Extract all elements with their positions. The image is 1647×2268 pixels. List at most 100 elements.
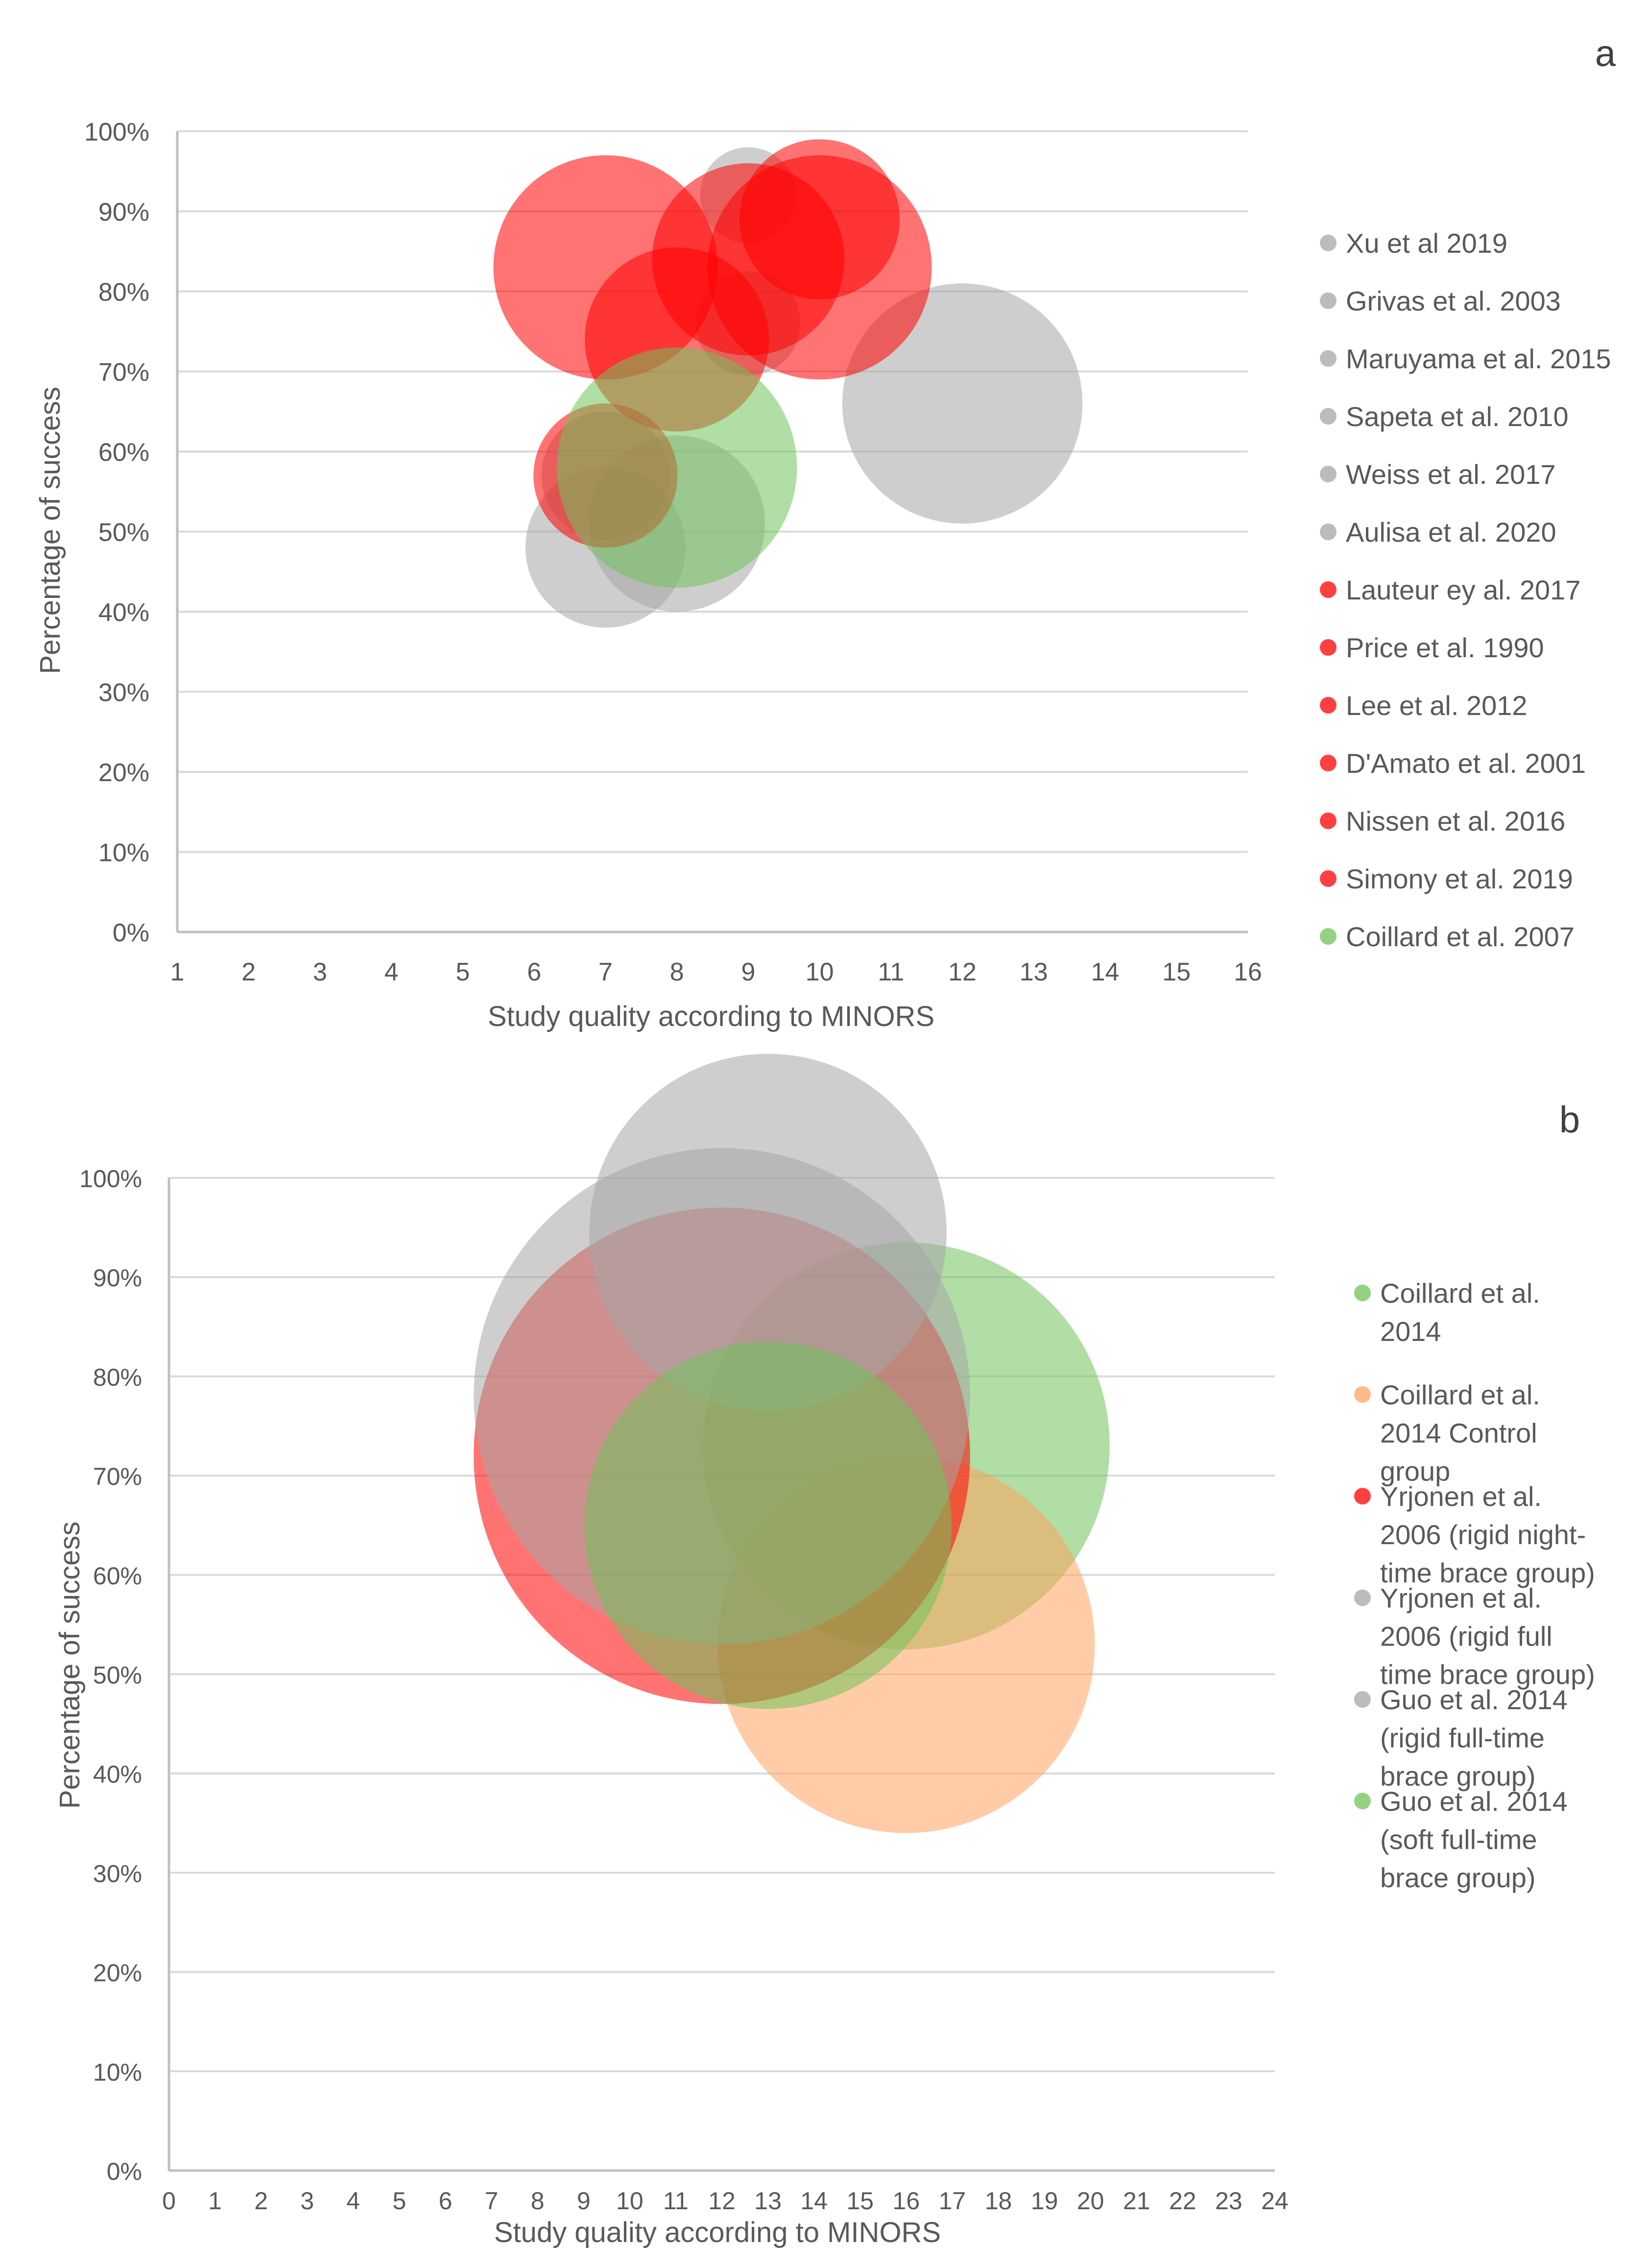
- x-tick-label: 0: [162, 2187, 176, 2215]
- x-tick-label: 9: [577, 2187, 591, 2215]
- x-tick-label: 4: [346, 2187, 360, 2215]
- panel-a-y-tick-labels: 0% 10% 20% 30% 40% 50% 60% 70% 80% 90% 100%: [84, 118, 149, 947]
- x-tick-label: 1: [208, 2187, 222, 2215]
- legend-item: Sapeta et al. 2010: [1320, 401, 1569, 432]
- x-tick-label: 2: [254, 2187, 268, 2215]
- panel-b-y-tick-labels: 0% 10% 20% 30% 40% 50% 60% 70% 80% 90% 100%: [79, 1165, 142, 2185]
- x-tick-label: 15: [1162, 958, 1191, 986]
- legend-marker: [1354, 1386, 1371, 1403]
- x-tick-label: 8: [531, 2187, 545, 2215]
- legend-label: Guo et al. 2014 (soft full-time brace grou…: [1380, 1786, 1568, 1893]
- panel-a-x-axis-title: Study quality according to MINORS: [488, 1001, 934, 1032]
- bubble: [584, 1341, 952, 1709]
- x-tick-label: 3: [300, 2187, 314, 2215]
- y-tick-label: 50%: [98, 519, 149, 547]
- x-tick-label: 5: [455, 958, 470, 986]
- legend-item: Guo et al. 2014 (soft full-time brace grou…: [1354, 1786, 1568, 1893]
- y-tick-label: 90%: [93, 1265, 142, 1292]
- x-tick-label: 12: [708, 2187, 736, 2215]
- legend-item: Aulisa et al. 2020: [1320, 517, 1556, 548]
- legend-label: Lee et al. 2012: [1346, 690, 1528, 721]
- y-tick-label: 70%: [93, 1463, 142, 1490]
- x-tick-label: 24: [1261, 2187, 1289, 2215]
- x-tick-label: 10: [806, 958, 834, 986]
- panel-a-axes: [176, 131, 1248, 933]
- legend-item: Nissen et al. 2016: [1320, 806, 1565, 836]
- legend-item: Weiss et al. 2017: [1320, 459, 1556, 490]
- legend-item: D'Amato et al. 2001: [1320, 748, 1586, 779]
- legend-item: Yrjonen et al. 2006 (rigid night-time bra…: [1354, 1481, 1595, 1588]
- panel-b-y-axis-title: Percentage of success: [54, 1522, 86, 1809]
- legend-item: Grivas et al. 2003: [1320, 286, 1561, 316]
- legend-label: Nissen et al. 2016: [1346, 806, 1565, 836]
- x-tick-label: 6: [439, 2187, 453, 2215]
- y-tick-label: 60%: [98, 438, 149, 467]
- legend-label: Price et al. 1990: [1346, 632, 1544, 663]
- legend-item: Lauteur ey al. 2017: [1320, 574, 1580, 605]
- x-tick-label: 16: [893, 2187, 920, 2215]
- legend-marker: [1320, 812, 1337, 829]
- x-tick-label: 14: [1091, 958, 1120, 986]
- panel-b-axes: [167, 1178, 1275, 2172]
- x-tick-label: 18: [985, 2187, 1012, 2215]
- legend-marker: [1320, 697, 1337, 714]
- y-tick-label: 0%: [107, 2158, 142, 2185]
- y-tick-label: 80%: [98, 278, 149, 307]
- x-tick-label: 12: [948, 958, 977, 986]
- legend-marker: [1320, 755, 1337, 771]
- x-tick-label: 13: [754, 2187, 782, 2215]
- legend-marker: [1354, 1691, 1371, 1708]
- legend-item: Maruyama et al. 2015: [1320, 343, 1611, 374]
- panel-a-y-axis-title: Percentage of success: [34, 387, 66, 674]
- x-tick-label: 14: [800, 2187, 828, 2215]
- legend-marker: [1320, 639, 1337, 656]
- legend-label: Maruyama et al. 2015: [1346, 343, 1611, 374]
- y-tick-label: 50%: [93, 1662, 142, 1689]
- legend-marker: [1320, 928, 1337, 945]
- y-tick-label: 80%: [93, 1363, 142, 1391]
- x-tick-label: 8: [670, 958, 684, 986]
- legend-marker: [1320, 408, 1337, 425]
- y-tick-label: 0%: [113, 919, 149, 947]
- legend-marker: [1320, 870, 1337, 887]
- x-tick-label: 2: [241, 958, 256, 986]
- x-tick-label: 6: [527, 958, 541, 986]
- panel-b-bubbles: [474, 1053, 1110, 1833]
- x-tick-label: 7: [485, 2187, 499, 2215]
- legend-item: Guo et al. 2014 (rigid full-time brace gro…: [1354, 1684, 1568, 1791]
- y-tick-label: 30%: [98, 679, 149, 707]
- y-tick-label: 60%: [93, 1562, 142, 1590]
- x-tick-label: 3: [313, 958, 327, 986]
- legend-label: Coillard et al. 2014 Control group: [1380, 1380, 1540, 1487]
- legend-label: Lauteur ey al. 2017: [1346, 574, 1580, 605]
- y-tick-label: 100%: [79, 1165, 142, 1193]
- legend-label: Grivas et al. 2003: [1346, 286, 1561, 316]
- y-tick-label: 30%: [93, 1860, 142, 1887]
- panel-a-x-tick-labels: 1 2 3 4 5 6 7 8 9 10 11 12 13 14 15 16: [170, 958, 1262, 986]
- bubble: [842, 283, 1083, 524]
- legend-marker: [1354, 1488, 1371, 1504]
- legend-marker: [1320, 581, 1337, 598]
- legend-marker: [1354, 1285, 1371, 1301]
- x-tick-label: 15: [846, 2187, 874, 2215]
- y-tick-label: 40%: [93, 1761, 142, 1788]
- x-tick-label: 10: [616, 2187, 644, 2215]
- y-tick-label: 90%: [98, 198, 149, 227]
- x-tick-label: 13: [1020, 958, 1048, 986]
- legend-label: Yrjonen et al. 2006 (rigid full time brace…: [1380, 1583, 1595, 1690]
- x-tick-label: 16: [1234, 958, 1262, 986]
- legend-marker: [1320, 466, 1337, 482]
- panel-b-x-axis-title: Study quality according to MINORS: [494, 2217, 941, 2248]
- x-tick-label: 9: [741, 958, 755, 986]
- legend-label: D'Amato et al. 2001: [1346, 748, 1586, 779]
- legend-label: Xu et al 2019: [1346, 228, 1507, 259]
- x-tick-label: 4: [384, 958, 399, 986]
- legend-marker: [1320, 235, 1337, 251]
- legend-marker: [1354, 1792, 1371, 1810]
- legend-marker: [1320, 350, 1337, 367]
- y-tick-label: 100%: [84, 118, 149, 146]
- legend-label: Aulisa et al. 2020: [1346, 517, 1556, 548]
